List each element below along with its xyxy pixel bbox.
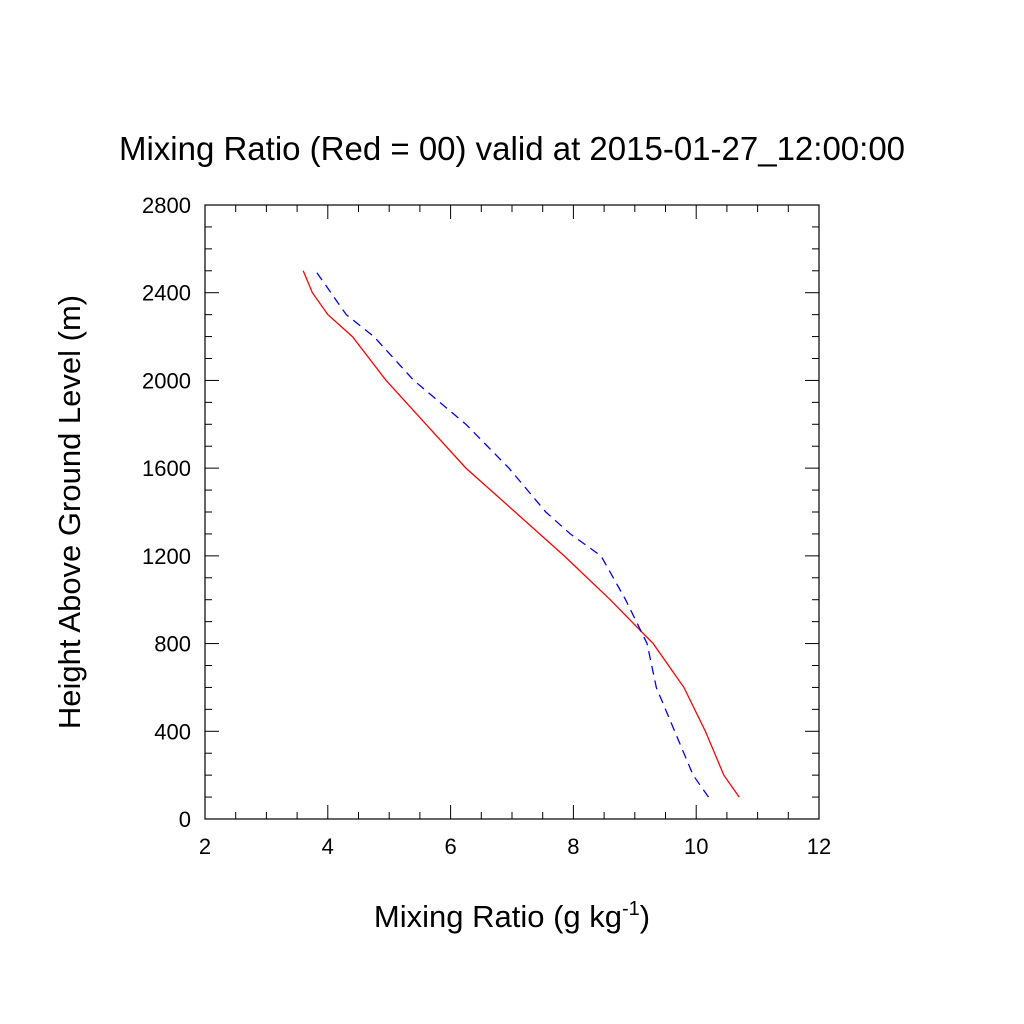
y-axis-label: Height Above Ground Level (m) [52, 295, 87, 729]
chart-title: Mixing Ratio (Red = 00) valid at 2015-01… [119, 130, 905, 167]
x-tick-label: 4 [322, 834, 334, 859]
y-tick-label: 2000 [142, 368, 191, 393]
y-tick-label: 400 [154, 719, 191, 744]
x-axis-label: Mixing Ratio (g kg-1) [374, 898, 650, 934]
y-tick-label: 1600 [142, 456, 191, 481]
x-tick-label: 12 [807, 834, 831, 859]
x-axis-label-superscript: -1 [622, 898, 640, 920]
plot-area: 2 4 6 8 10 12 0 400 800 1200 1600 2000 2400 2800 [142, 193, 831, 859]
x-tick-label: 2 [199, 834, 211, 859]
y-tick-label: 2400 [142, 281, 191, 306]
tick-marks [204, 204, 820, 820]
y-tick-label: 1200 [142, 544, 191, 569]
x-tick-label: 10 [684, 834, 708, 859]
x-axis-label-text: Mixing Ratio (g kg [374, 899, 622, 934]
x-tick-label: 6 [444, 834, 456, 859]
plot-frame [204, 204, 820, 820]
series-layer [302, 270, 740, 798]
y-tick-label: 0 [179, 807, 191, 832]
tick-labels: 2 4 6 8 10 12 0 400 800 1200 1600 2000 2400 2800 [142, 193, 831, 859]
series-line-1 [302, 270, 740, 798]
y-tick-label: 800 [154, 632, 191, 657]
x-axis-label-suffix: ) [640, 899, 650, 934]
series-line-2 [314, 270, 710, 798]
x-tick-label: 8 [567, 834, 579, 859]
y-tick-label: 2800 [142, 193, 191, 218]
